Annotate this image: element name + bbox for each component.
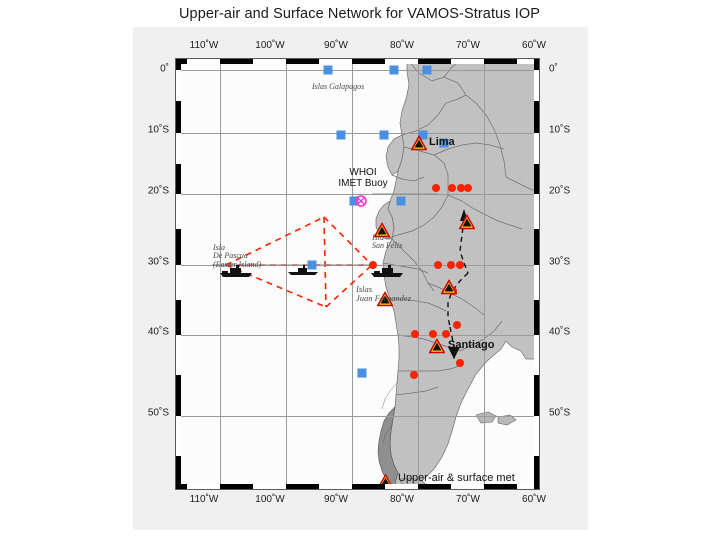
lat-tick-left-4: 40˚S: [147, 326, 169, 338]
legend-label-upper-air: Upper-air & surface met: [398, 472, 515, 484]
island-label-galapagos: Islas Galapagos: [312, 82, 365, 91]
buoy-square[interactable]: [418, 130, 428, 140]
upper-air-station-triangle[interactable]: [429, 338, 445, 354]
buoy-square[interactable]: [307, 260, 317, 270]
lon-tick-top-2: 90˚W: [324, 40, 348, 51]
lon-tick-top-4: 70˚W: [456, 40, 480, 51]
isla-de-pascua-line3: (Easter Island): [213, 259, 262, 269]
lon-tick-bot-5: 60˚W: [522, 494, 546, 505]
current-meter-dot[interactable]: [448, 184, 456, 192]
gridline-lon-80: [418, 59, 419, 489]
lon-tick-bot-3: 80˚W: [390, 494, 414, 505]
buoy-square[interactable]: [396, 196, 406, 206]
lon-tick-top-0: 110˚W: [189, 40, 219, 51]
map-frame: Lima Santiago WHOI IMET Buoy Islas Galap…: [175, 58, 540, 490]
isla-de-pascua-line1: Isla: [213, 243, 225, 252]
whoi-imet-buoy-label-line1: WHOI: [349, 167, 377, 178]
isla-san-felix-line1: Isla: [372, 233, 384, 242]
lon-tick-top-3: 80˚W: [390, 40, 414, 51]
map-plot-area: Lima Santiago WHOI IMET Buoy Islas Galap…: [176, 59, 539, 489]
city-label-santiago: Santiago: [448, 339, 495, 351]
lat-tick-right-5: 50˚S: [549, 407, 571, 419]
buoy-square[interactable]: [349, 196, 359, 206]
lon-tick-bot-4: 70˚W: [456, 494, 480, 505]
island-label-juan-fernandez: Islas Juan Fernandez: [356, 285, 411, 303]
upper-air-station-triangle[interactable]: [411, 135, 427, 151]
page-title: Upper-air and Surface Network for VAMOS-…: [178, 6, 540, 22]
buoy-square[interactable]: [336, 130, 346, 140]
current-meter-dot[interactable]: [457, 184, 465, 192]
current-meter-dot[interactable]: [432, 184, 440, 192]
gridline-lat-0: [176, 70, 539, 71]
juan-fernandez-line2: Juan Fernandez: [356, 292, 412, 303]
gridline-lon-90: [352, 59, 353, 489]
whoi-imet-buoy-icon[interactable]: [355, 195, 367, 207]
current-meter-dot[interactable]: [453, 321, 461, 329]
lat-tick-right-1: 10˚S: [549, 124, 571, 136]
upper-air-station-triangle[interactable]: [374, 222, 390, 238]
isla-de-pascua-line2: De Pascua: [213, 251, 248, 261]
isla-san-felix-line2: San Félix: [372, 241, 403, 251]
current-meter-dot[interactable]: [442, 330, 450, 338]
buoy-square[interactable]: [439, 138, 449, 148]
whoi-imet-buoy-label-line2: IMET Buoy: [338, 178, 388, 190]
buoy-square[interactable]: [379, 130, 389, 140]
lat-tick-left-5: 50˚S: [147, 407, 169, 419]
current-meter-dot[interactable]: [410, 371, 418, 379]
city-label-lima: Lima: [429, 136, 455, 148]
current-meter-dot[interactable]: [464, 184, 472, 192]
lat-tick-left-2: 20˚S: [147, 185, 169, 197]
lat-tick-left-1: 10˚S: [147, 124, 169, 136]
current-meter-dot[interactable]: [429, 330, 437, 338]
whoi-imet-buoy-label: WHOI IMET Buoy: [336, 167, 390, 189]
gridline-lat-10: [176, 133, 539, 134]
upper-air-station-triangle[interactable]: [441, 279, 457, 295]
gridline-lat-50: [176, 416, 539, 417]
lat-tick-right-0: 0˚: [549, 63, 558, 75]
island-label-isla-de-pascua: Isla De Pascua (Easter Island): [213, 243, 262, 269]
buoy-square[interactable]: [422, 65, 432, 75]
buoy-square[interactable]: [389, 65, 399, 75]
lat-tick-right-2: 20˚S: [549, 185, 571, 197]
lon-tick-top-1: 100˚W: [255, 40, 285, 51]
current-meter-dot[interactable]: [434, 261, 442, 269]
upper-air-station-triangle[interactable]: [377, 291, 393, 307]
buoy-square[interactable]: [357, 368, 367, 378]
current-meter-dot[interactable]: [456, 261, 464, 269]
lon-tick-top-5: 60˚W: [522, 40, 546, 51]
gridline-lat-20: [176, 194, 539, 195]
buoy-square[interactable]: [323, 65, 333, 75]
upper-air-station-triangle[interactable]: [459, 214, 475, 230]
gridline-lon-70: [484, 59, 485, 489]
lon-tick-bot-2: 90˚W: [324, 494, 348, 505]
lat-tick-right-4: 40˚S: [549, 326, 571, 338]
lat-tick-left-3: 30˚S: [147, 256, 169, 268]
current-meter-dot[interactable]: [456, 359, 464, 367]
lon-tick-bot-1: 100˚W: [255, 494, 285, 505]
juan-fernandez-line1: Islas: [356, 284, 373, 294]
lat-tick-left-0: 0˚: [160, 63, 169, 75]
current-meter-dot[interactable]: [447, 261, 455, 269]
gridline-lon-110: [220, 59, 221, 489]
current-meter-dot[interactable]: [369, 261, 377, 269]
gridline-lat-40: [176, 335, 539, 336]
lon-tick-bot-0: 110˚W: [189, 494, 219, 505]
lat-tick-right-3: 30˚S: [549, 256, 571, 268]
current-meter-dot[interactable]: [411, 330, 419, 338]
island-label-isla-san-felix: Isla San Félix: [372, 233, 403, 251]
